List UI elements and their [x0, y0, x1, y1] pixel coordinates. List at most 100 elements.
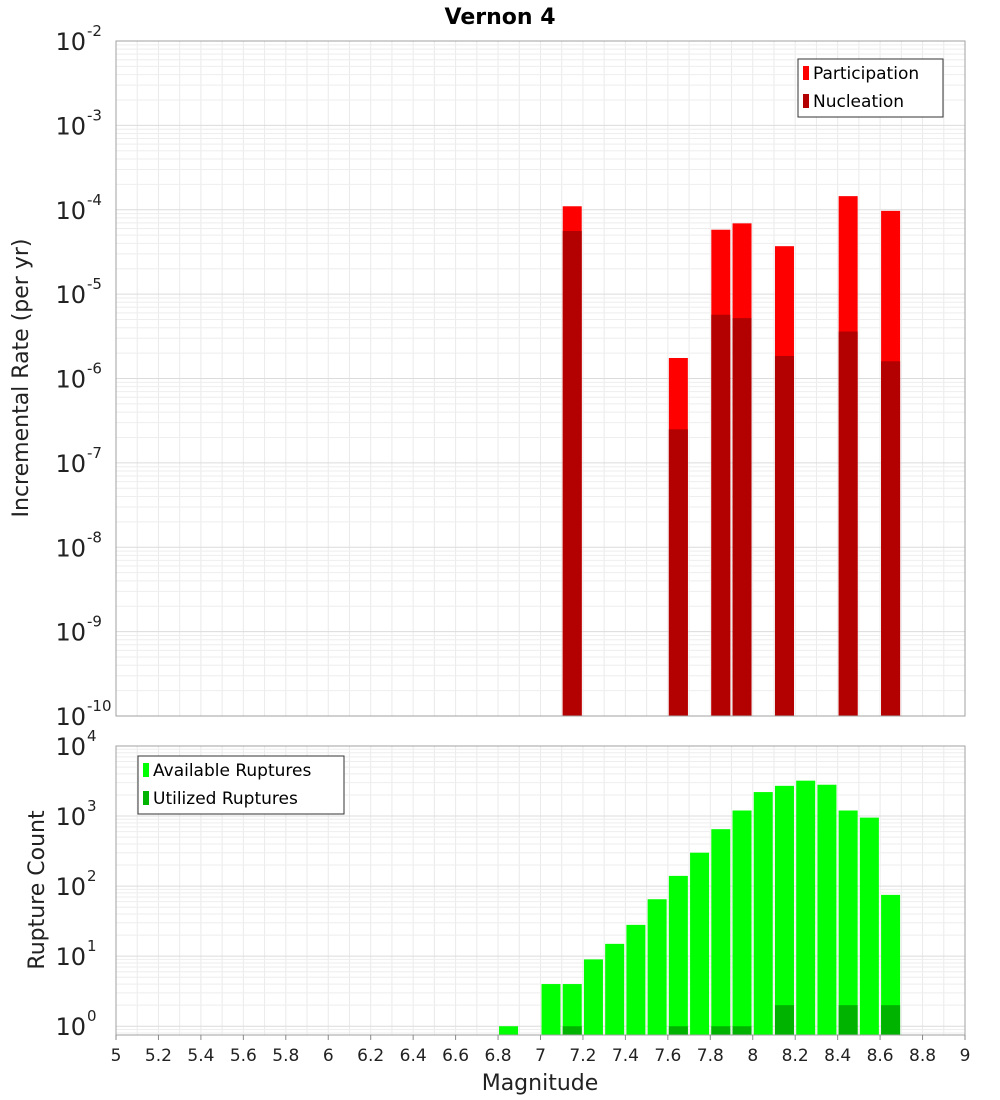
- x-axis-label: Magnitude: [482, 1071, 599, 1096]
- bottom-bar-utilized-ruptures: [732, 1026, 752, 1035]
- top-bar-nucleation: [668, 429, 688, 716]
- top-y-tick-exponent: -9: [87, 613, 102, 631]
- bottom-y-tick-label: 10: [55, 943, 86, 971]
- bottom-y-tick-label: 10: [55, 803, 86, 831]
- bottom-x-tick-label: 8.2: [782, 1046, 809, 1066]
- bottom-bar-utilized-ruptures: [668, 1026, 688, 1035]
- top-y-tick-label: 10: [55, 703, 86, 731]
- bottom-bar-available-ruptures: [583, 959, 603, 1035]
- top-bar-nucleation: [711, 314, 731, 716]
- bottom-y-tick-exponent: 3: [87, 797, 97, 815]
- top-y-tick-label: 10: [55, 281, 86, 309]
- top-legend-box: [797, 58, 944, 118]
- bottom-x-tick-label: 7.2: [569, 1046, 596, 1066]
- bottom-y-tick-exponent: 2: [87, 867, 97, 885]
- top-y-tick-label: 10: [55, 112, 86, 140]
- top-y-tick-exponent: -4: [87, 191, 102, 209]
- bottom-bar-available-ruptures: [647, 899, 667, 1035]
- bottom-bar-available-ruptures: [668, 875, 688, 1035]
- bottom-legend-swatch: [143, 791, 149, 805]
- bottom-legend-box: [137, 755, 345, 815]
- top-y-tick-exponent: -8: [87, 528, 102, 546]
- bottom-y-axis-label: Rupture Count: [25, 810, 50, 970]
- bottom-y-tick-exponent: 4: [87, 727, 97, 745]
- bottom-bar-available-ruptures: [711, 829, 731, 1035]
- top-y-tick-label: 10: [55, 28, 86, 56]
- bottom-bar-available-ruptures: [541, 984, 561, 1035]
- top-bar-nucleation: [562, 230, 582, 716]
- bottom-x-tick-label: 6.6: [442, 1046, 469, 1066]
- bottom-plot-area: 10 010 110 210 310 45 5.2 5.4 5.6 5.8 6 6.2 6.4 6.6 6.…: [55, 727, 970, 1066]
- bottom-x-tick-label: 8.6: [867, 1046, 894, 1066]
- top-legend-label: Nucleation: [813, 92, 904, 112]
- bottom-y-tick-label: 10: [55, 873, 86, 901]
- top-y-tick-exponent: -10: [87, 697, 112, 715]
- top-y-tick-exponent: -3: [87, 106, 102, 124]
- bottom-bar-utilized-ruptures: [562, 1026, 582, 1035]
- bottom-bar-available-ruptures: [499, 1026, 519, 1035]
- bottom-bar-available-ruptures: [753, 792, 773, 1035]
- top-y-tick-exponent: -2: [87, 22, 102, 40]
- top-y-tick-label: 10: [55, 534, 86, 562]
- top-y-tick-label: 10: [55, 619, 86, 647]
- bottom-bar-utilized-ruptures: [774, 1005, 794, 1035]
- top-plot-border: [115, 40, 966, 717]
- top-legend-label: Participation: [813, 64, 919, 84]
- top-y-tick-exponent: -7: [87, 444, 102, 462]
- bottom-x-tick-label: 8: [747, 1046, 758, 1066]
- bottom-bar-available-ruptures: [732, 810, 752, 1035]
- bottom-legend-label: Available Ruptures: [153, 761, 311, 781]
- bottom-bar-available-ruptures: [774, 785, 794, 1035]
- bottom-bar-available-ruptures: [838, 810, 858, 1035]
- bottom-x-tick-label: 7.4: [612, 1046, 639, 1066]
- top-bar-nucleation: [774, 355, 794, 716]
- bottom-x-tick-label: 5.6: [230, 1046, 257, 1066]
- top-y-tick-label: 10: [55, 197, 86, 225]
- bottom-x-tick-label: 8.4: [824, 1046, 851, 1066]
- bottom-x-tick-label: 6: [323, 1046, 334, 1066]
- bottom-bar-available-ruptures: [562, 984, 582, 1035]
- bottom-bar-utilized-ruptures: [711, 1026, 731, 1035]
- bottom-bar-available-ruptures: [817, 784, 837, 1035]
- bottom-y-tick-exponent: 1: [87, 937, 97, 955]
- bottom-legend-label: Utilized Ruptures: [153, 789, 298, 809]
- top-y-tick-label: 10: [55, 450, 86, 478]
- top-y-tick-label: 10: [55, 366, 86, 394]
- bottom-bar-available-ruptures: [690, 852, 710, 1035]
- top-y-tick-exponent: -5: [87, 275, 102, 293]
- bottom-y-tick-label: 10: [55, 1013, 86, 1041]
- bottom-bar-available-ruptures: [605, 943, 625, 1035]
- bottom-x-tick-label: 5.8: [272, 1046, 299, 1066]
- bottom-bar-available-ruptures: [626, 924, 646, 1035]
- top-bar-nucleation: [881, 361, 901, 716]
- bottom-legend-swatch: [143, 763, 149, 777]
- chart-title: Vernon 4: [445, 5, 556, 30]
- bottom-x-tick-label: 7: [535, 1046, 546, 1066]
- top-y-axis-label: Incremental Rate (per yr): [9, 239, 34, 518]
- bottom-x-tick-label: 9: [960, 1046, 971, 1066]
- bottom-bar-available-ruptures: [796, 780, 816, 1035]
- bottom-x-tick-label: 6.8: [485, 1046, 512, 1066]
- bottom-bar-available-ruptures: [859, 817, 879, 1035]
- bottom-x-tick-label: 5: [111, 1046, 122, 1066]
- bottom-bar-utilized-ruptures: [881, 1005, 901, 1035]
- top-legend-swatch: [803, 66, 809, 80]
- top-bar-nucleation: [732, 318, 752, 716]
- bottom-bar-available-ruptures: [881, 894, 901, 1035]
- bottom-x-tick-label: 7.6: [654, 1046, 681, 1066]
- top-legend-swatch: [803, 94, 809, 108]
- bottom-x-tick-label: 6.2: [357, 1046, 384, 1066]
- bottom-x-tick-label: 6.4: [400, 1046, 427, 1066]
- bottom-bar-utilized-ruptures: [838, 1005, 858, 1035]
- bottom-x-tick-label: 7.8: [697, 1046, 724, 1066]
- top-bar-nucleation: [838, 331, 858, 716]
- bottom-x-tick-label: 5.2: [145, 1046, 172, 1066]
- bottom-y-tick-label: 10: [55, 733, 86, 761]
- bottom-y-tick-exponent: 0: [87, 1007, 97, 1025]
- bottom-x-tick-label: 5.4: [187, 1046, 214, 1066]
- top-y-tick-exponent: -6: [87, 360, 102, 378]
- bottom-x-tick-label: 8.8: [909, 1046, 936, 1066]
